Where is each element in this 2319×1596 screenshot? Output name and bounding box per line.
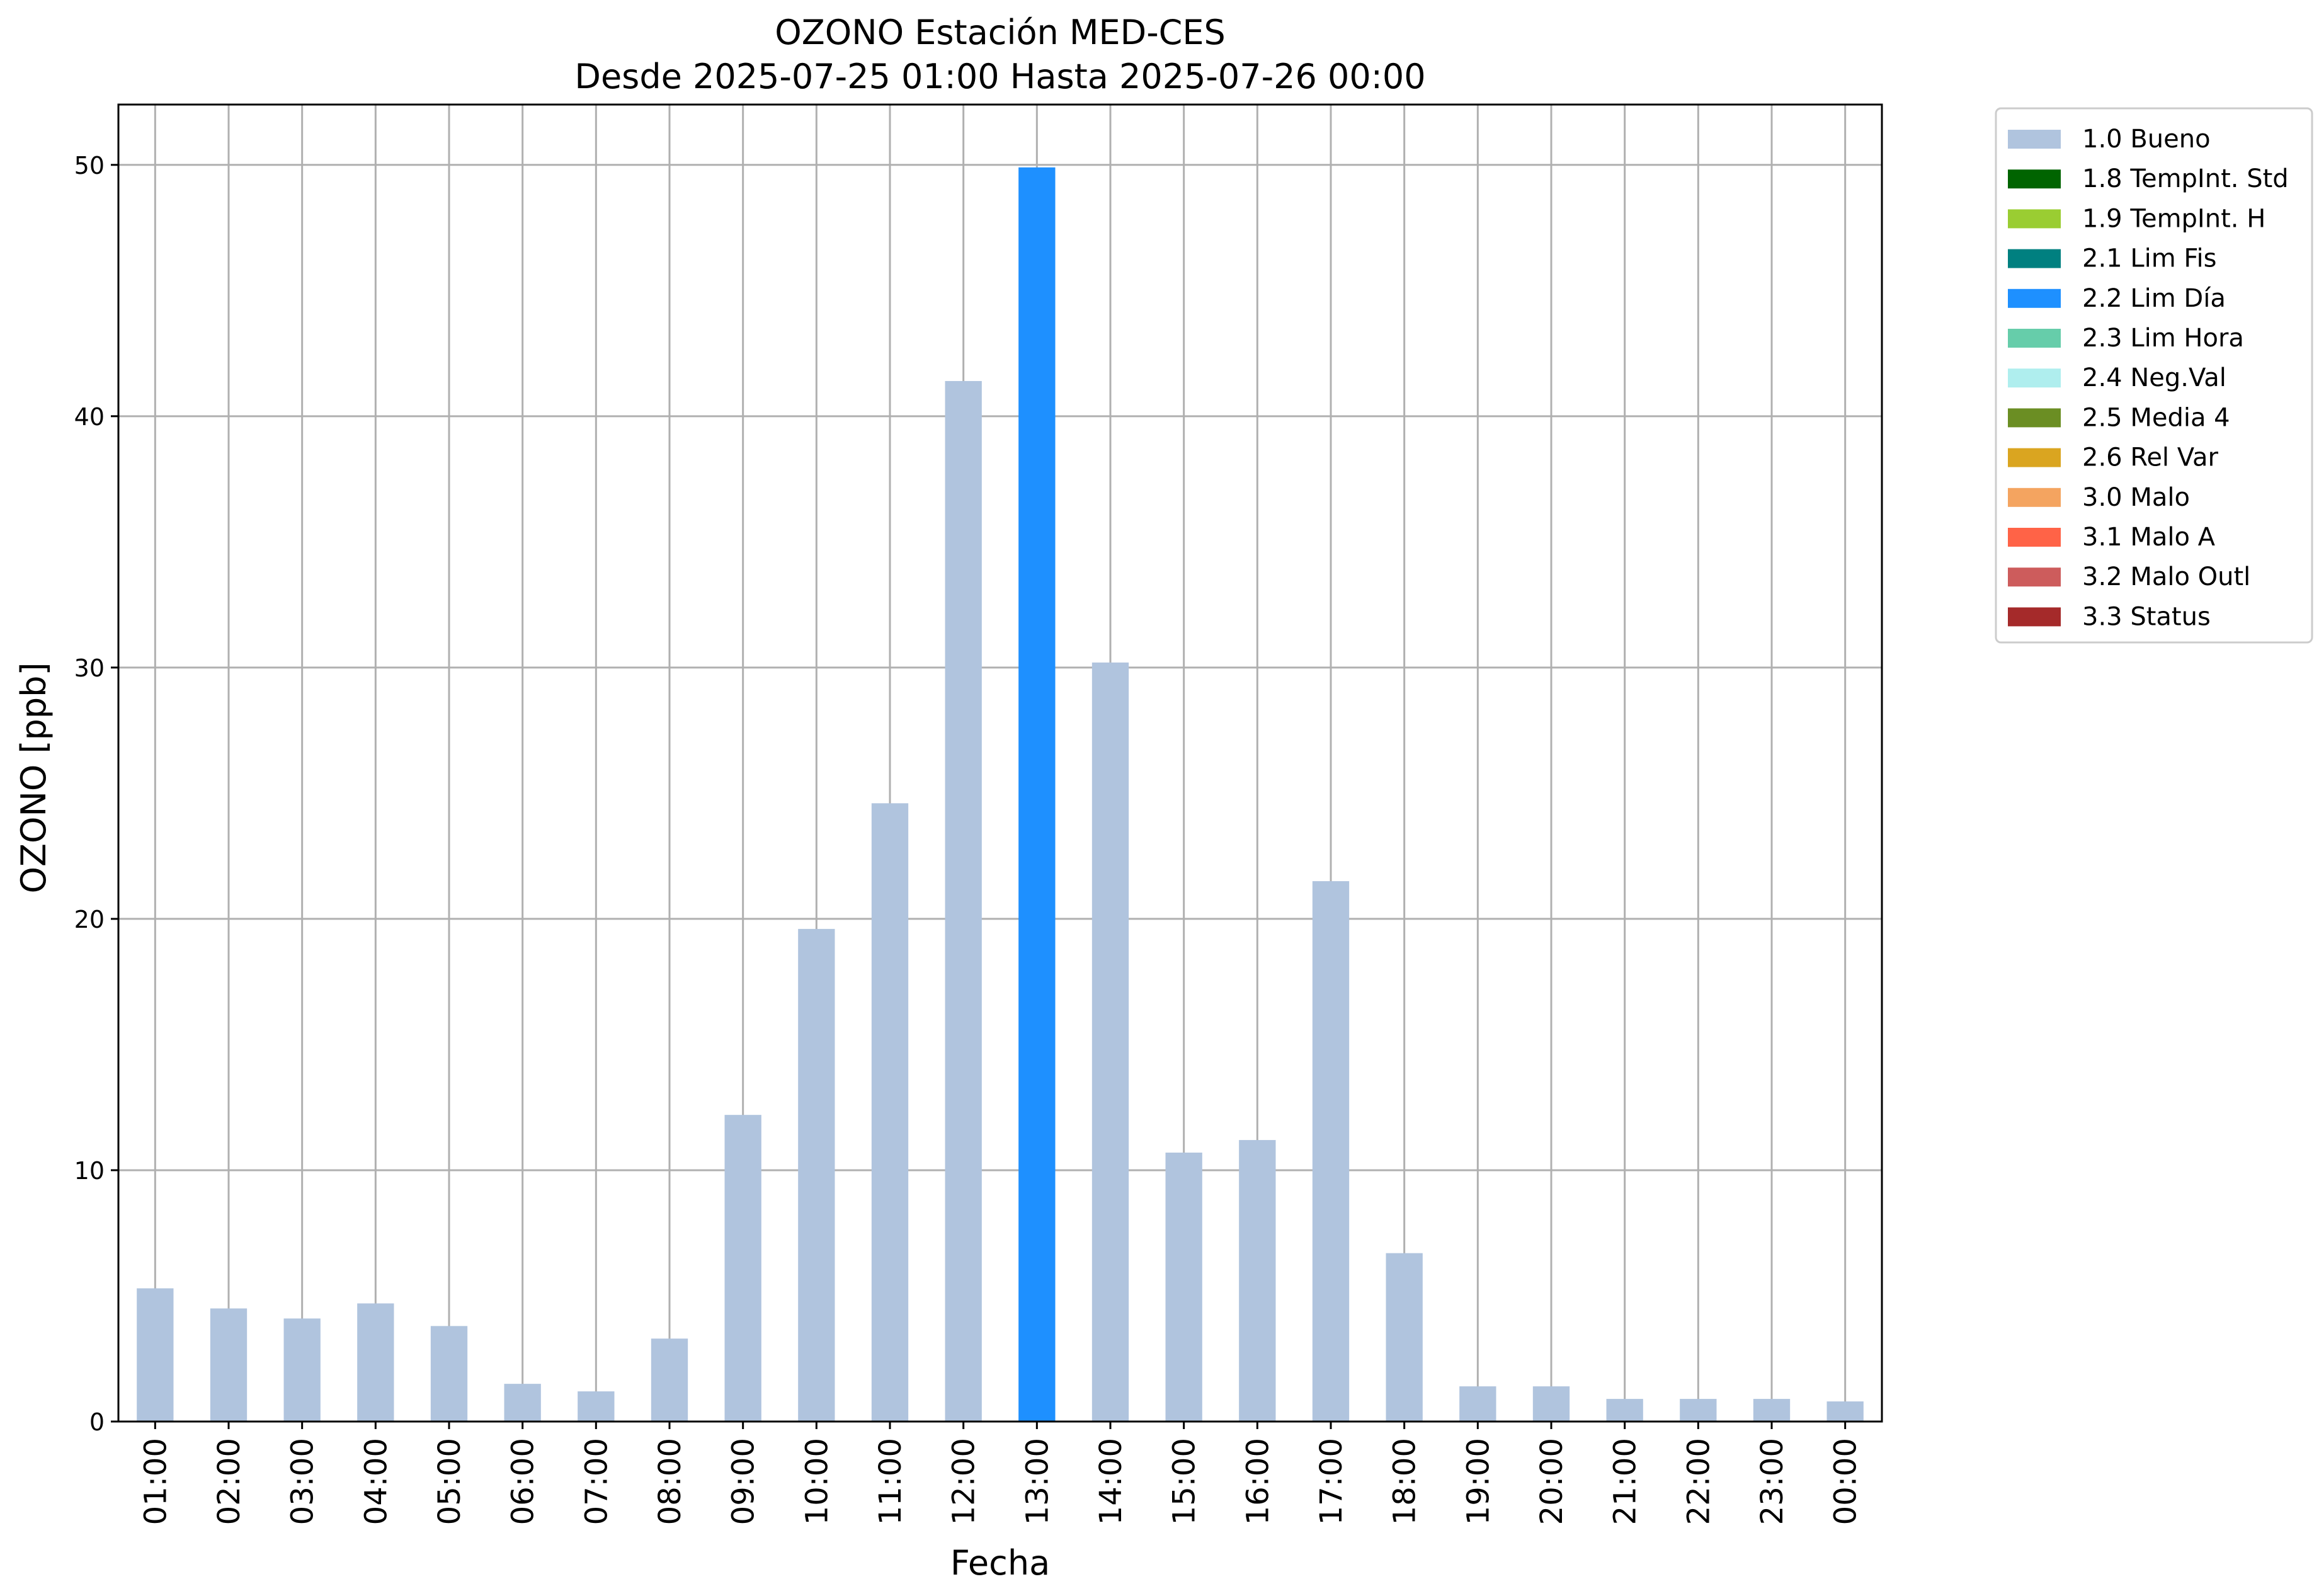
y-tick-label: 0 [89,1408,105,1436]
y-tick-label: 10 [74,1157,105,1185]
bar-02:00 [210,1308,248,1422]
bar-20:00 [1532,1386,1570,1422]
bar-00:00 [1826,1401,1864,1422]
x-tick-label: 17:00 [1314,1438,1349,1525]
legend-label: 3.1 Malo A [2082,523,2216,552]
x-tick-label: 23:00 [1755,1438,1790,1525]
bar-17:00 [1312,881,1350,1422]
bar-14:00 [1091,662,1129,1422]
x-tick-label: 13:00 [1020,1438,1055,1525]
y-axis-label: OZONO [ppb] [14,662,54,893]
legend-label: 1.0 Bueno [2082,125,2211,154]
x-tick-label: 19:00 [1461,1438,1496,1525]
bar-18:00 [1386,1253,1423,1422]
chart-subtitle: Desde 2025-07-25 01:00 Hasta 2025-07-26 … [574,57,1425,96]
x-tick-label: 03:00 [285,1438,321,1525]
bar-06:00 [504,1384,541,1422]
bar-08:00 [651,1338,688,1422]
bars [137,167,1864,1422]
x-tick-label: 21:00 [1608,1438,1643,1525]
legend-label: 2.6 Rel Var [2082,443,2219,472]
y-tick-label: 50 [74,152,105,180]
x-tick-label: 05:00 [432,1438,467,1525]
bar-19:00 [1459,1386,1496,1422]
bar-13:00 [1018,167,1056,1422]
legend-swatch [2008,607,2061,627]
x-tick-label: 20:00 [1534,1438,1570,1525]
chart-title: OZONO Estación MED-CES [775,13,1226,52]
legend-label: 2.2 Lim Día [2082,284,2226,313]
bar-01:00 [137,1288,174,1422]
x-tick-label: 10:00 [799,1438,835,1525]
x-axis-ticks: 01:00 02:00 03:00 04:00 05:00 06:00 07:00 08:00… [138,1422,1864,1525]
y-tick-label: 30 [74,654,105,682]
x-tick-label: 18:00 [1387,1438,1423,1525]
x-tick-label: 16:00 [1240,1438,1275,1525]
plot-frame [117,103,1883,1423]
legend-swatch [2008,528,2061,547]
legend-label: 1.9 TempInt. H [2082,204,2265,233]
legend-label: 1.8 TempInt. Std [2082,164,2289,193]
bar-15:00 [1165,1153,1202,1422]
y-tick-label: 40 [74,403,105,431]
legend-label: 2.1 Lim Fis [2082,244,2216,273]
x-tick-label: 00:00 [1828,1438,1864,1525]
legend-frame [1995,107,2313,644]
legend-swatch [2008,249,2061,268]
y-tick-label: 20 [74,906,105,933]
legend-label: 3.3 Status [2082,602,2211,631]
x-tick-label: 04:00 [358,1438,394,1525]
legend-swatch [2008,408,2061,428]
bar-23:00 [1753,1399,1791,1422]
bar-03:00 [283,1318,321,1422]
legend-swatch [2008,329,2061,348]
legend-swatch [2008,448,2061,467]
legend-swatch [2008,567,2061,587]
legend-swatch [2008,288,2061,308]
x-tick-label: 09:00 [726,1438,761,1525]
legend-swatch [2008,368,2061,388]
legend-label: 3.2 Malo Outl [2082,562,2250,591]
bar-12:00 [945,380,982,1422]
bar-10:00 [798,928,835,1422]
legend-label: 2.5 Media 4 [2082,403,2230,432]
bar-16:00 [1239,1140,1276,1422]
x-tick-label: 07:00 [579,1438,614,1525]
bar-11:00 [871,803,909,1422]
legend-swatch [2008,130,2061,149]
x-tick-label: 01:00 [138,1438,173,1525]
x-tick-label: 06:00 [506,1438,541,1525]
legend-swatch [2008,169,2061,189]
x-tick-label: 02:00 [212,1438,247,1525]
bar-04:00 [357,1303,394,1422]
bar-21:00 [1606,1399,1643,1422]
legend: 1.0 Bueno 1.8 TempInt. Std 1.9 TempInt. H 2… [1995,107,2313,644]
legend-swatch [2008,209,2061,229]
legend-label: 3.0 Malo [2082,483,2190,512]
x-tick-label: 11:00 [873,1438,908,1525]
x-tick-label: 14:00 [1093,1438,1129,1525]
x-tick-label: 22:00 [1681,1438,1716,1525]
legend-swatch [2008,487,2061,507]
bar-07:00 [578,1391,615,1422]
legend-label: 2.3 Lim Hora [2082,324,2244,353]
y-axis-ticks: 0 10 20 30 40 50 [74,152,118,1436]
x-axis-label: Fecha [950,1543,1050,1583]
legend-label: 2.4 Neg.Val [2082,363,2226,392]
x-tick-label: 08:00 [652,1438,688,1525]
x-tick-label: 12:00 [947,1438,982,1525]
bar-05:00 [430,1326,468,1422]
bar-09:00 [724,1115,761,1422]
bar-22:00 [1680,1399,1717,1422]
x-tick-label: 15:00 [1167,1438,1202,1525]
legend-items: 1.0 Bueno 1.8 TempInt. Std 1.9 TempInt. H 2… [2008,125,2289,631]
